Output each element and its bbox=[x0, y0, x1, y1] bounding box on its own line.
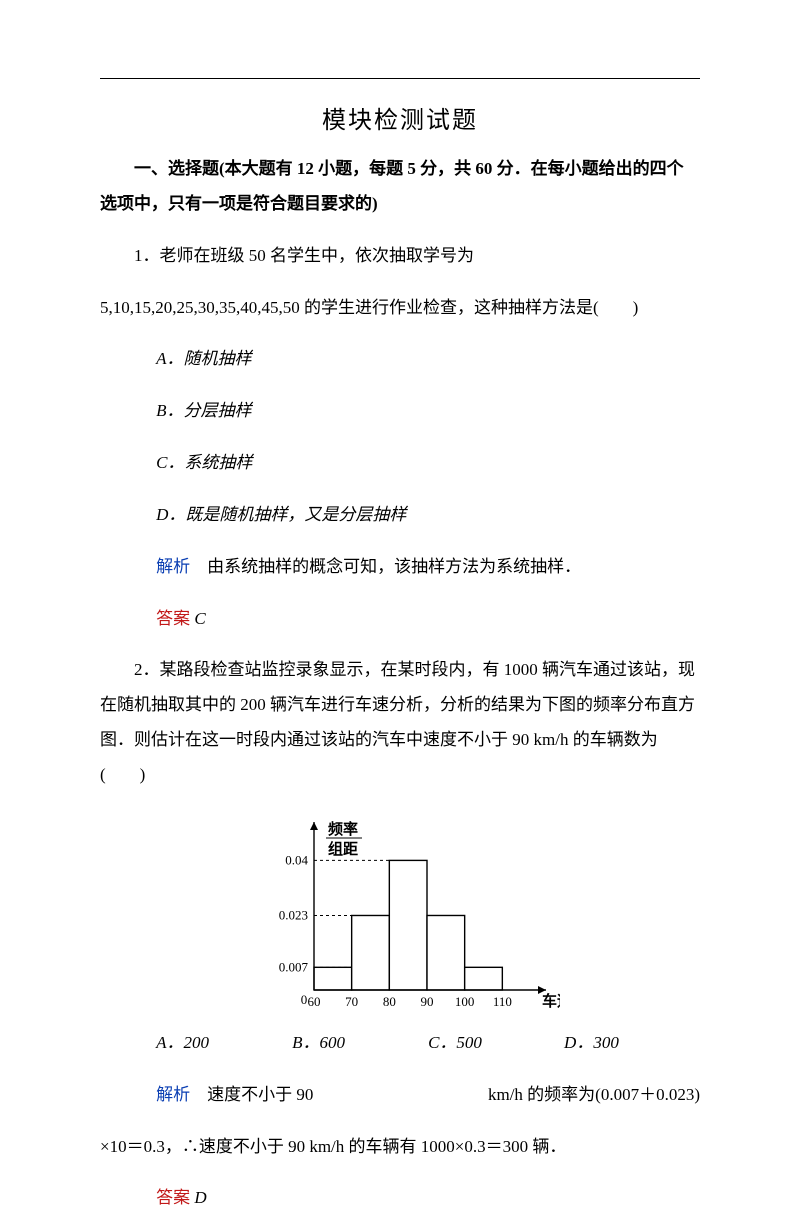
svg-text:110: 110 bbox=[493, 994, 512, 1009]
q2-analysis-line1: 解析 速度不小于 90 km/h 的频率为(0.007＋0.023) bbox=[100, 1078, 700, 1113]
analysis-label: 解析 bbox=[156, 557, 190, 576]
q1-option-c: C．系统抽样 bbox=[100, 446, 700, 481]
svg-text:频率: 频率 bbox=[328, 820, 358, 838]
exam-page: 模块检测试题 一、选择题(本大题有 12 小题，每题 5 分，共 60 分．在每… bbox=[0, 0, 800, 1132]
q1-analysis: 解析 由系统抽样的概念可知，该抽样方法为系统抽样． bbox=[100, 550, 700, 585]
q1-option-b: B．分层抽样 bbox=[100, 394, 700, 429]
histogram-svg: 60 70 80 90 100 110 0.007 0.023 0.04 0 频率组距车速 bbox=[240, 810, 560, 1020]
body: 一、选择题(本大题有 12 小题，每题 5 分，共 60 分．在每小题给出的四个… bbox=[100, 152, 700, 1216]
q2-option-d: D．300 bbox=[564, 1026, 700, 1061]
q2-options: A．200 B．600 C．500 D．300 bbox=[156, 1026, 700, 1061]
q1-option-a: A．随机抽样 bbox=[100, 342, 700, 377]
q2-analysis-text-a: 速度不小于 90 bbox=[190, 1085, 313, 1104]
svg-text:80: 80 bbox=[383, 994, 396, 1009]
svg-text:90: 90 bbox=[421, 994, 434, 1009]
q1-answer-text: C bbox=[190, 609, 206, 628]
q2-stem: 2．某路段检查站监控录象显示，在某时段内，有 1000 辆汽车通过该站，现在随机… bbox=[100, 653, 700, 792]
svg-text:组距: 组距 bbox=[328, 840, 358, 858]
q1-stem-line2: 5,10,15,20,25,30,35,40,45,50 的学生进行作业检查，这… bbox=[100, 291, 700, 326]
page-title: 模块检测试题 bbox=[100, 100, 700, 135]
q1-answer: 答案 C bbox=[100, 602, 700, 637]
q2-answer: 答案 D bbox=[100, 1181, 700, 1216]
q2-option-b: B．600 bbox=[292, 1026, 428, 1061]
answer-label: 答案 bbox=[156, 609, 190, 628]
q2-option-c: C．500 bbox=[428, 1026, 564, 1061]
svg-text:0.04: 0.04 bbox=[285, 852, 308, 867]
q2-option-a: A．200 bbox=[156, 1026, 292, 1061]
q1-analysis-text: 由系统抽样的概念可知，该抽样方法为系统抽样． bbox=[190, 557, 581, 576]
svg-text:车速: 车速 bbox=[542, 992, 560, 1010]
svg-text:0: 0 bbox=[301, 992, 308, 1007]
svg-text:0.007: 0.007 bbox=[279, 959, 309, 974]
q1-stem-line1: 1．老师在班级 50 名学生中，依次抽取学号为 bbox=[100, 239, 700, 274]
q2-analysis-text-b: km/h 的频率为(0.007＋0.023) bbox=[432, 1078, 700, 1113]
q1-option-d: D．既是随机抽样，又是分层抽样 bbox=[100, 498, 700, 533]
section-heading: 一、选择题(本大题有 12 小题，每题 5 分，共 60 分．在每小题给出的四个… bbox=[100, 152, 700, 222]
header-rule bbox=[100, 78, 700, 79]
q2-analysis-line2: ×10＝0.3，∴速度不小于 90 km/h 的车辆有 1000×0.3＝300… bbox=[100, 1130, 700, 1165]
svg-text:0.023: 0.023 bbox=[279, 907, 308, 922]
q2-answer-text: D bbox=[190, 1188, 207, 1207]
svg-text:100: 100 bbox=[455, 994, 475, 1009]
svg-text:60: 60 bbox=[308, 994, 321, 1009]
svg-text:70: 70 bbox=[345, 994, 358, 1009]
answer-label: 答案 bbox=[156, 1188, 190, 1207]
analysis-label: 解析 bbox=[156, 1085, 190, 1104]
q2-histogram: 60 70 80 90 100 110 0.007 0.023 0.04 0 频率组距车速 bbox=[100, 810, 700, 1020]
